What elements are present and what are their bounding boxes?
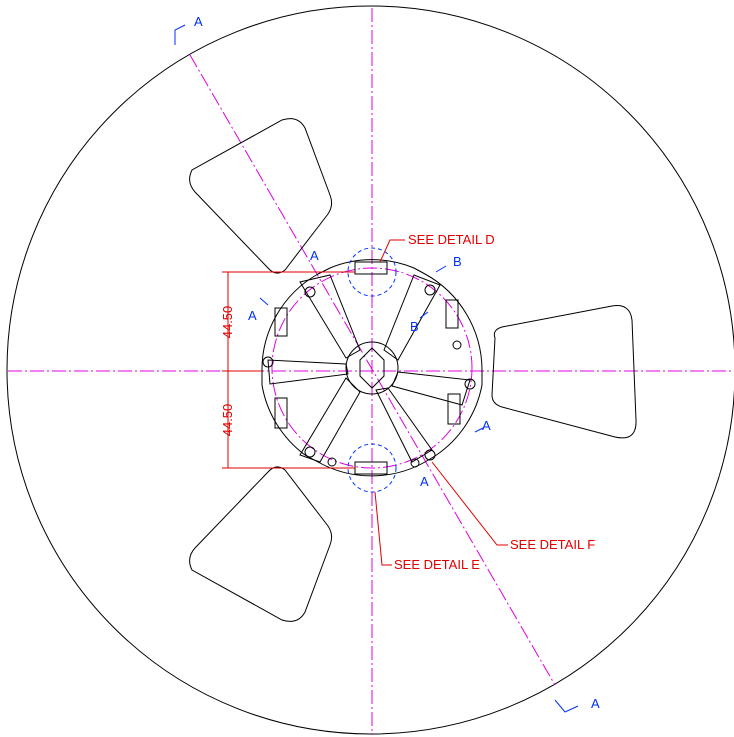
section-mark: A xyxy=(591,696,600,711)
reel-outline xyxy=(7,6,734,734)
callout: SEE DETAIL D xyxy=(408,232,495,247)
view-label: A xyxy=(310,248,319,263)
view-label: A xyxy=(482,418,491,433)
spokes xyxy=(268,275,470,462)
drawing: A A A A B B A A SEE DETAIL D SEE DETAIL … xyxy=(0,0,734,737)
dimension-text: 44.50 xyxy=(220,306,235,339)
window xyxy=(190,467,332,621)
clips xyxy=(275,262,460,474)
dimension-text: 44.50 xyxy=(220,404,235,437)
callout: SEE DETAIL F xyxy=(510,537,595,552)
window xyxy=(492,306,636,438)
view-label: B xyxy=(410,319,419,334)
view-label: A xyxy=(248,308,257,323)
section-arrows xyxy=(175,25,578,712)
section-mark: A xyxy=(194,14,203,29)
holes xyxy=(263,285,475,467)
view-label: B xyxy=(453,254,462,269)
callout: SEE DETAIL E xyxy=(394,557,480,572)
dimension-lines xyxy=(222,240,508,565)
view-label: A xyxy=(420,474,429,489)
